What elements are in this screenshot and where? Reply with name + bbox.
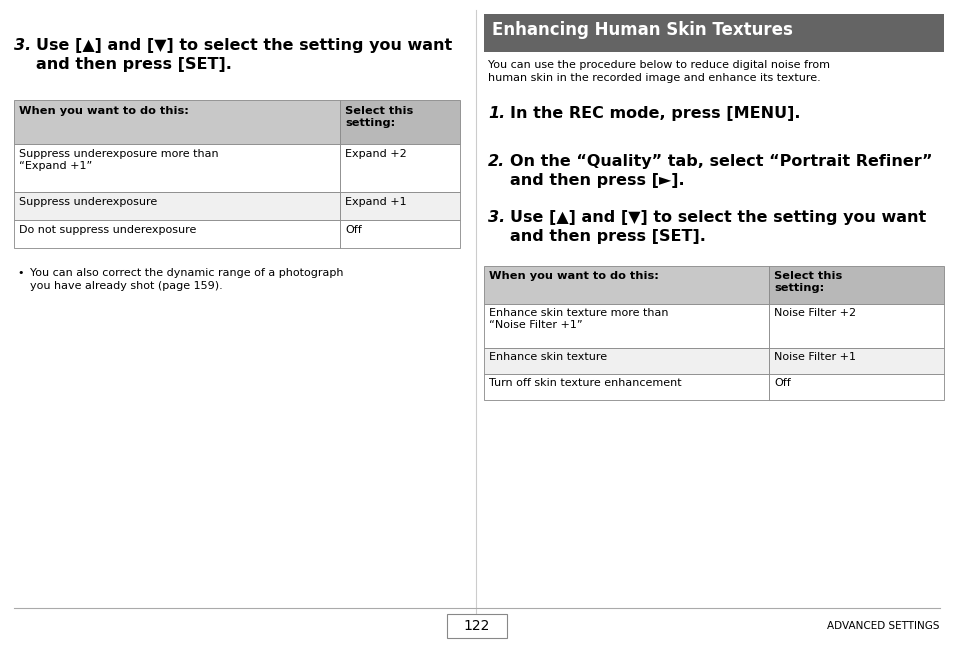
Text: Enhance skin texture: Enhance skin texture — [489, 352, 606, 362]
Text: Expand +1: Expand +1 — [345, 197, 406, 207]
FancyBboxPatch shape — [447, 614, 506, 638]
FancyBboxPatch shape — [768, 266, 943, 304]
Text: 1.: 1. — [488, 106, 505, 121]
Text: Use [▲] and [▼] to select the setting you want
and then press [SET].: Use [▲] and [▼] to select the setting yo… — [36, 38, 452, 72]
FancyBboxPatch shape — [483, 304, 768, 348]
Text: ADVANCED SETTINGS: ADVANCED SETTINGS — [826, 621, 939, 631]
FancyBboxPatch shape — [483, 266, 768, 304]
Text: You can also correct the dynamic range of a photograph
you have already shot (pa: You can also correct the dynamic range o… — [30, 268, 343, 291]
Text: 122: 122 — [463, 619, 490, 633]
FancyBboxPatch shape — [768, 374, 943, 400]
Text: Enhancing Human Skin Textures: Enhancing Human Skin Textures — [492, 21, 792, 39]
Text: You can use the procedure below to reduce digital noise from
human skin in the r: You can use the procedure below to reduc… — [488, 60, 829, 83]
FancyBboxPatch shape — [483, 348, 768, 374]
FancyBboxPatch shape — [14, 220, 339, 248]
Text: Select this
setting:: Select this setting: — [773, 271, 841, 293]
Text: 3.: 3. — [488, 210, 505, 225]
FancyBboxPatch shape — [14, 100, 339, 144]
Text: Enhance skin texture more than
“Noise Filter +1”: Enhance skin texture more than “Noise Fi… — [489, 308, 668, 330]
Text: Off: Off — [345, 225, 361, 235]
Text: In the REC mode, press [MENU].: In the REC mode, press [MENU]. — [510, 106, 800, 121]
FancyBboxPatch shape — [768, 304, 943, 348]
Text: Use [▲] and [▼] to select the setting you want
and then press [SET].: Use [▲] and [▼] to select the setting yo… — [510, 210, 925, 244]
FancyBboxPatch shape — [768, 348, 943, 374]
FancyBboxPatch shape — [339, 220, 459, 248]
Text: On the “Quality” tab, select “Portrait Refiner”
and then press [►].: On the “Quality” tab, select “Portrait R… — [510, 154, 931, 188]
Text: 3.: 3. — [14, 38, 31, 53]
Text: Suppress underexposure more than
“Expand +1”: Suppress underexposure more than “Expand… — [19, 149, 218, 171]
Text: Noise Filter +2: Noise Filter +2 — [773, 308, 855, 318]
Text: Noise Filter +1: Noise Filter +1 — [773, 352, 855, 362]
FancyBboxPatch shape — [14, 192, 339, 220]
Text: Expand +2: Expand +2 — [345, 149, 406, 159]
FancyBboxPatch shape — [483, 14, 943, 52]
Text: When you want to do this:: When you want to do this: — [489, 271, 659, 281]
Text: Off: Off — [773, 378, 790, 388]
FancyBboxPatch shape — [339, 100, 459, 144]
Text: Suppress underexposure: Suppress underexposure — [19, 197, 157, 207]
Text: When you want to do this:: When you want to do this: — [19, 106, 189, 116]
Text: Turn off skin texture enhancement: Turn off skin texture enhancement — [489, 378, 680, 388]
FancyBboxPatch shape — [339, 192, 459, 220]
FancyBboxPatch shape — [483, 374, 768, 400]
Text: 2.: 2. — [488, 154, 505, 169]
FancyBboxPatch shape — [14, 144, 339, 192]
Text: Do not suppress underexposure: Do not suppress underexposure — [19, 225, 196, 235]
Text: •: • — [17, 268, 24, 278]
FancyBboxPatch shape — [339, 144, 459, 192]
Text: Select this
setting:: Select this setting: — [345, 106, 413, 129]
